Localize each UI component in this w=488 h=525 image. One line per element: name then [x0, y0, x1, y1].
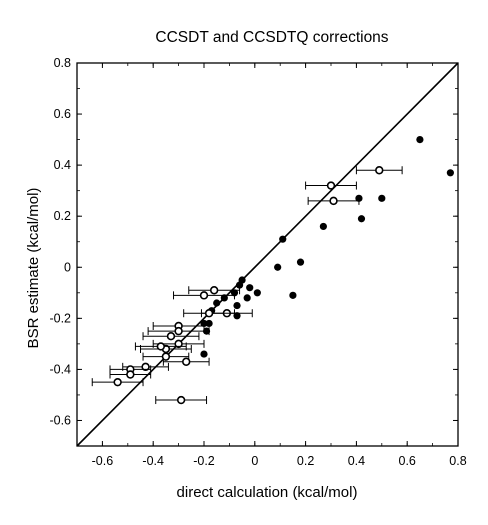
- data-point-open: [113, 377, 122, 387]
- data-point-filled: [319, 222, 327, 231]
- data-point-open: [204, 309, 214, 318]
- data-point-open: [156, 342, 166, 351]
- data-point-filled: [213, 299, 221, 307]
- y-tick-label: -0.2: [49, 311, 71, 325]
- y-tick-label: 0.4: [54, 158, 71, 172]
- y-tick-label: -0.4: [49, 362, 71, 376]
- data-point-filled: [289, 291, 297, 299]
- x-tick-label: 0.2: [297, 454, 314, 468]
- data-point-filled: [235, 281, 244, 289]
- x-tick-label: 0.6: [399, 454, 416, 468]
- x-axis-label: direct calculation (kcal/mol): [177, 484, 358, 501]
- y-tick-label: 0: [64, 260, 71, 274]
- data-point-open: [375, 166, 384, 175]
- data-point-filled: [233, 301, 241, 310]
- data-point-filled: [200, 350, 208, 358]
- data-point-filled: [378, 194, 386, 202]
- data-point-filled: [357, 215, 366, 223]
- y-tick-label: 0.2: [54, 209, 71, 223]
- x-tick-label: -0.2: [193, 454, 215, 468]
- data-point-open: [182, 357, 191, 366]
- data-point-open: [176, 395, 186, 405]
- data-point-open: [141, 362, 150, 372]
- data-point-open: [174, 326, 183, 336]
- data-point-open: [174, 339, 183, 349]
- data-point-open: [209, 286, 219, 295]
- chart-title: CCSDT and CCSDTQ corrections: [155, 29, 388, 46]
- data-point-filled: [274, 263, 282, 271]
- data-point-filled: [220, 294, 228, 302]
- data-point-filled: [243, 294, 251, 302]
- data-point-filled: [233, 312, 241, 320]
- data-point-filled: [279, 235, 287, 243]
- plot-frame: [76, 62, 459, 447]
- data-point-open: [199, 291, 209, 300]
- plot-area: -0.6 -0.4 -0.2 0 0.2 0.4 0.6 0.8 -0.6 -0.4 -0.2 0 0.…: [49, 56, 466, 468]
- data-point-filled: [205, 319, 213, 328]
- x-tick-label: 0.4: [348, 454, 365, 468]
- data-point-filled: [296, 258, 305, 266]
- data-point-filled: [253, 289, 261, 297]
- x-tick-label: 0.8: [449, 454, 466, 468]
- x-tick-label: -0.4: [142, 454, 164, 468]
- data-point-open: [326, 181, 336, 190]
- data-point-open: [126, 370, 135, 379]
- x-tick-label: 0: [251, 454, 258, 468]
- x-tick-label: -0.6: [92, 454, 114, 468]
- data-point-open: [329, 196, 338, 206]
- y-tick-label: 0.6: [54, 107, 71, 121]
- y-tick-label: 0.8: [54, 56, 71, 70]
- data-point-open: [166, 332, 176, 341]
- data-point-open: [161, 352, 171, 361]
- identity-line: [76, 62, 459, 447]
- data-point-filled: [446, 169, 454, 177]
- y-axis-label: BSR estimate (kcal/mol): [25, 188, 42, 349]
- y-tick-label: -0.6: [49, 413, 71, 427]
- data-point-filled: [246, 284, 254, 292]
- data-point-filled: [416, 136, 424, 144]
